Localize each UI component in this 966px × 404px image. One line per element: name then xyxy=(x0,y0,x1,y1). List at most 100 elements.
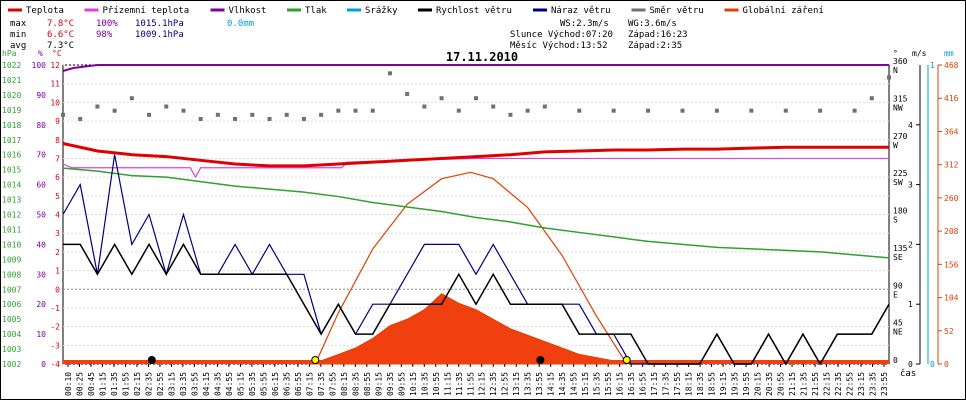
x-tick-70: 23:35 xyxy=(869,372,878,396)
wind-dir-point-8 xyxy=(198,116,203,121)
tick-temp-0: -4 xyxy=(50,360,60,369)
x-tick-28: 09:35 xyxy=(386,372,395,396)
chart-legend: Teplota Přízemní teplota Vlhkost Tlak Srážky… xyxy=(8,6,824,16)
x-tick-66: 22:15 xyxy=(823,372,832,396)
unit-humidity: % xyxy=(38,49,43,58)
wind-dir-point-27 xyxy=(525,108,530,113)
wind-dir-point-36 xyxy=(818,108,823,113)
tick-humidity-7: 70 xyxy=(36,151,46,160)
wind-dir-point-7 xyxy=(181,108,186,113)
wind-dir-point-23 xyxy=(456,108,461,113)
x-tick-65: 21:55 xyxy=(811,372,820,396)
x-tick-40: 13:35 xyxy=(524,372,533,396)
x-tick-52: 17:35 xyxy=(662,372,671,396)
wind-dir-point-26 xyxy=(508,112,513,117)
wind-dir-point-30 xyxy=(611,108,616,113)
x-tick-22: 07:35 xyxy=(317,372,326,396)
x-tick-38: 12:55 xyxy=(501,372,510,396)
x-tick-25: 08:35 xyxy=(351,372,360,396)
tick-radiation-6: 312 xyxy=(944,161,959,170)
x-tick-33: 11:15 xyxy=(443,372,452,396)
wind-dir-point-38 xyxy=(869,96,874,101)
tick-humidity-8: 80 xyxy=(36,121,46,130)
wind-dir-point-12 xyxy=(267,116,272,121)
x-tick-30: 10:15 xyxy=(409,372,418,396)
stats-min-pressure: 1009.1hPa xyxy=(135,30,184,40)
wind-dir-point-6 xyxy=(164,104,169,109)
tick-rain-0: 0 xyxy=(930,360,935,369)
tick-pressure-12: 1014 xyxy=(2,181,21,190)
wind-dir-point-1 xyxy=(78,116,83,121)
x-tick-54: 18:15 xyxy=(685,372,694,396)
x-tick-71: 23:55 xyxy=(880,372,889,396)
x-tick-15: 05:15 xyxy=(236,372,245,396)
stats-min-label: min xyxy=(10,30,26,40)
x-tick-57: 19:15 xyxy=(719,372,728,396)
wind-dir-point-18 xyxy=(370,108,375,113)
tick-pressure-11: 1013 xyxy=(2,196,21,205)
wind-dir-point-19 xyxy=(387,71,392,76)
marker-moon_set xyxy=(147,356,156,364)
x-tick-42: 14:15 xyxy=(547,372,556,396)
tick-humidity-2: 20 xyxy=(36,300,46,309)
wind-dir-point-32 xyxy=(680,108,685,113)
wind-dir-point-9 xyxy=(215,112,220,117)
legend-label-3: Tlak xyxy=(305,6,327,16)
tick-radiation-0: 0 xyxy=(944,360,949,369)
x-tick-43: 14:35 xyxy=(558,372,567,396)
tick-wind-speed-3: 3 xyxy=(908,181,913,190)
info-moon-set: Západ:2:35 xyxy=(628,41,682,51)
x-tick-6: 02:15 xyxy=(133,372,142,396)
x-tick-26: 08:55 xyxy=(363,372,372,396)
x-tick-59: 19:55 xyxy=(742,372,751,396)
tick-radiation-4: 208 xyxy=(944,227,959,236)
legend-label-4: Srážky xyxy=(365,6,398,16)
legend-label-2: Vlhkost xyxy=(229,6,267,16)
tick-temp-14: 10 xyxy=(50,98,60,107)
tick-pressure-9: 1011 xyxy=(2,225,21,234)
tick-wind-dir-1: 45 xyxy=(893,319,903,328)
legend-label-0: Teplota xyxy=(26,6,64,16)
x-tick-2: 00:45 xyxy=(87,372,96,396)
info-moon-rise: Měsíc Východ:13:52 xyxy=(510,41,608,51)
wind-dir-point-21 xyxy=(422,104,427,109)
tick-wind-dir-3: 135 xyxy=(893,244,908,253)
x-tick-4: 01:35 xyxy=(110,372,119,396)
stats-max-rain: 0.0mm xyxy=(227,19,254,29)
tick-rain-1: 1 xyxy=(930,61,935,70)
tick-wind-dir-name-4: S xyxy=(893,216,898,225)
tick-radiation-5: 260 xyxy=(944,194,959,203)
tick-pressure-3: 1005 xyxy=(2,315,21,324)
stats-max-label: max xyxy=(10,19,27,29)
tick-humidity-4: 40 xyxy=(36,240,46,249)
x-tick-45: 15:15 xyxy=(581,372,590,396)
tick-temp-1: -3 xyxy=(50,341,60,350)
stats-max-humidity: 100% xyxy=(96,19,118,29)
info-sun-rise: Slunce Východ:07:20 xyxy=(510,30,613,40)
tick-wind-dir-0: 0 xyxy=(893,356,898,365)
x-axis: 00:10 00:25 00:45 01:15 01:35 01:55 02:15 02:35… xyxy=(64,364,889,396)
x-tick-44: 14:55 xyxy=(570,372,579,396)
tick-temp-5: 1 xyxy=(55,267,60,276)
tick-pressure-16: 1018 xyxy=(2,121,21,130)
wind-dir-point-33 xyxy=(714,108,719,113)
x-tick-47: 15:55 xyxy=(604,372,613,396)
tick-temp-4: 0 xyxy=(55,285,60,294)
tick-temp-8: 4 xyxy=(55,211,60,220)
x-tick-60: 20:15 xyxy=(754,372,763,396)
info-sun-set: Západ:16:23 xyxy=(628,30,688,40)
legend-label-8: Globální záření xyxy=(743,6,824,16)
info-wind-gust: WG:3.6m/s xyxy=(628,19,677,29)
x-tick-19: 06:35 xyxy=(282,372,291,396)
x-tick-9: 03:15 xyxy=(167,372,176,396)
unit-wind-dir: ° xyxy=(893,49,898,58)
wind-dir-point-11 xyxy=(250,112,255,117)
tick-wind-dir-name-5: SW xyxy=(893,178,903,187)
tick-pressure-10: 1012 xyxy=(2,211,21,220)
tick-temp-12: 8 xyxy=(55,136,60,145)
wind-dir-point-14 xyxy=(301,116,306,121)
x-tick-48: 16:15 xyxy=(616,372,625,396)
wind-dir-point-17 xyxy=(353,108,358,113)
tick-pressure-1: 1003 xyxy=(2,345,21,354)
tick-radiation-2: 104 xyxy=(944,294,959,303)
